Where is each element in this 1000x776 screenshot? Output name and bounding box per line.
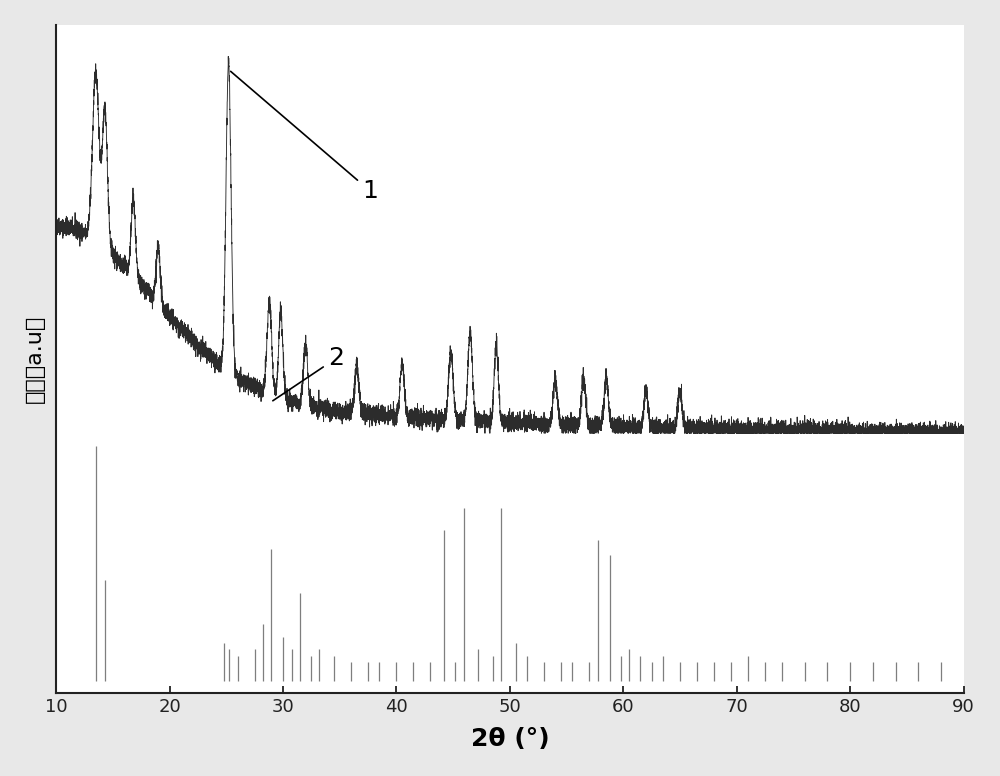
X-axis label: 2θ (°): 2θ (°): [471, 727, 549, 751]
Y-axis label: 强度（a.u）: 强度（a.u）: [25, 315, 45, 404]
Text: 2: 2: [273, 346, 344, 400]
Text: 1: 1: [231, 71, 378, 203]
